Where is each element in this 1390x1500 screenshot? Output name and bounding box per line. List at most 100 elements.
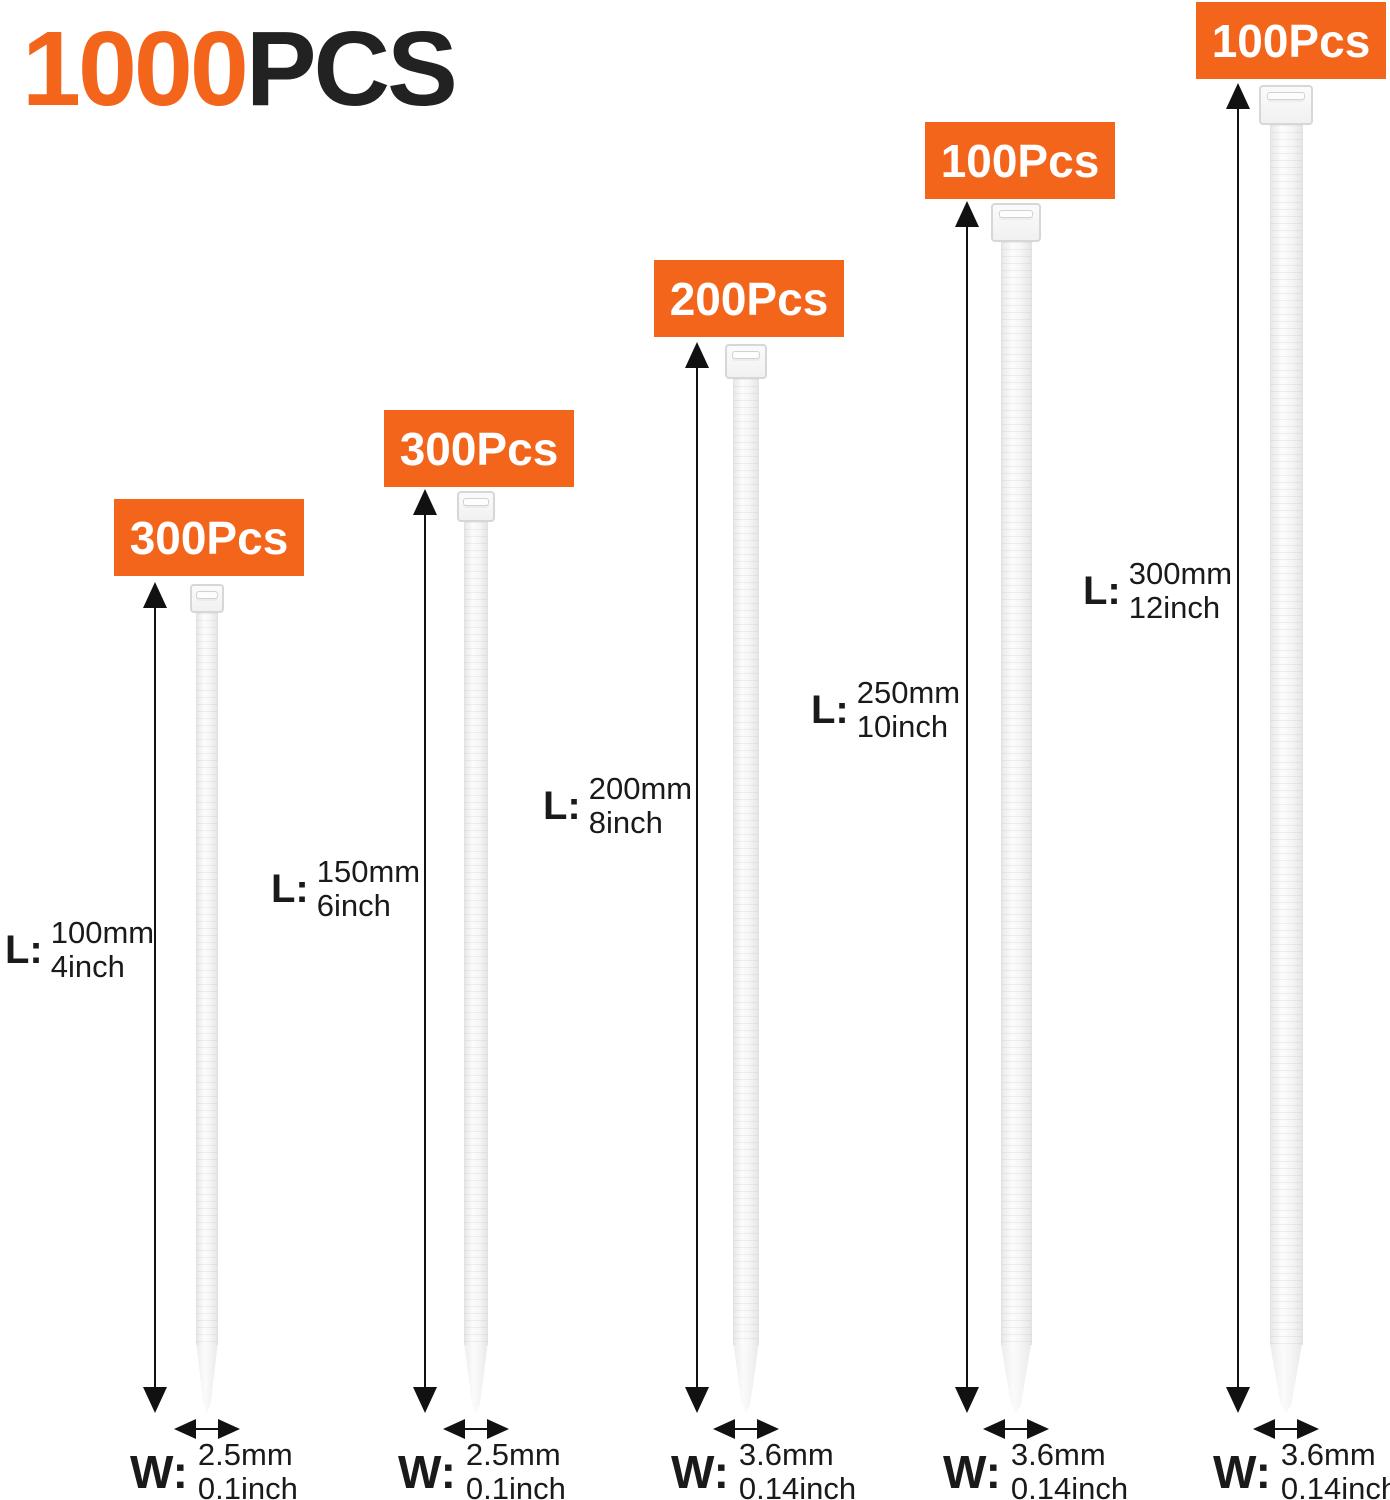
- quantity-badge: 100Pcs: [1196, 2, 1386, 79]
- arrow-up-icon: [143, 582, 167, 608]
- quantity-badge-text: 300Pcs: [129, 511, 289, 564]
- quantity-badge: 200Pcs: [654, 260, 844, 337]
- length-mm-value: 100mm: [50, 915, 155, 950]
- length-mm-value: 300mm: [1128, 556, 1233, 591]
- width-values: 2.5mm 0.1inch: [198, 1438, 298, 1500]
- length-values: 300mm 12inch: [1129, 557, 1232, 625]
- cable-tie-tip: [464, 1345, 488, 1413]
- width-values: 3.6mm 0.14inch: [739, 1438, 856, 1500]
- cable-tie-head-slot: [195, 591, 219, 599]
- width-values: 2.5mm 0.1inch: [466, 1438, 566, 1500]
- length-measure-arrow: [143, 582, 167, 1413]
- width-measure-arrow: [1253, 1419, 1319, 1439]
- width-mm-value: 3.6mm: [1010, 1437, 1106, 1472]
- title-pcs-text: PCS: [245, 10, 458, 128]
- quantity-badge: 300Pcs: [384, 410, 574, 487]
- arrow-line: [461, 1428, 491, 1430]
- length-values: 200mm 8inch: [589, 772, 692, 840]
- product-quantity-title: 1000PCS: [22, 16, 458, 122]
- width-mm-value: 3.6mm: [738, 1437, 834, 1472]
- width-prefix-label: W:: [1213, 1446, 1271, 1498]
- length-measure-arrow: [685, 342, 709, 1413]
- width-mm-value: 2.5mm: [465, 1437, 561, 1472]
- cable-tie-strap: [733, 379, 759, 1345]
- length-inch-value: 4inch: [50, 949, 125, 984]
- cable-tie-strap: [196, 613, 218, 1345]
- cable-tie-head-slot: [463, 498, 489, 506]
- cable-tie-strap: [1000, 242, 1032, 1345]
- length-mm-value: 250mm: [856, 675, 961, 710]
- cable-tie-head: [991, 203, 1041, 242]
- cable-tie-head-slot: [998, 210, 1034, 218]
- width-inch-value: 0.14inch: [1280, 1471, 1390, 1500]
- width-values: 3.6mm 0.14inch: [1281, 1438, 1390, 1500]
- length-measure-arrow: [1226, 83, 1250, 1413]
- arrow-up-icon: [955, 201, 979, 227]
- arrow-right-icon: [757, 1419, 779, 1439]
- arrow-left-icon: [1253, 1419, 1275, 1439]
- cable-tie-head-slot: [731, 351, 761, 359]
- title-quantity-number: 1000: [22, 10, 249, 128]
- width-annotation: W: 3.6mm 0.14inch: [671, 1438, 856, 1500]
- arrow-line: [1271, 1428, 1301, 1430]
- length-inch-value: 10inch: [856, 709, 949, 744]
- arrow-down-icon: [955, 1387, 979, 1413]
- arrow-left-icon: [983, 1419, 1005, 1439]
- width-measure-arrow: [174, 1419, 240, 1439]
- width-prefix-label: W:: [943, 1446, 1001, 1498]
- arrow-up-icon: [685, 342, 709, 368]
- width-inch-value: 0.14inch: [738, 1471, 857, 1500]
- cable-tie-head: [725, 344, 767, 379]
- width-annotation: W: 3.6mm 0.14inch: [1213, 1438, 1390, 1500]
- length-annotation: L: 100mm 4inch: [5, 916, 154, 984]
- cable-tie-head: [1259, 85, 1313, 125]
- cable-tie-tip: [1001, 1345, 1031, 1413]
- arrow-up-icon: [413, 489, 437, 515]
- arrow-left-icon: [174, 1419, 196, 1439]
- arrow-down-icon: [143, 1387, 167, 1413]
- width-inch-value: 0.14inch: [1010, 1471, 1129, 1500]
- width-measure-arrow: [713, 1419, 779, 1439]
- width-mm-value: 2.5mm: [197, 1437, 293, 1472]
- length-prefix-label: L:: [1083, 568, 1121, 613]
- width-prefix-label: W:: [671, 1446, 729, 1498]
- cable-tie-tip: [1270, 1345, 1302, 1413]
- length-annotation: L: 300mm 12inch: [1083, 557, 1232, 625]
- quantity-badge-text: 100Pcs: [1211, 14, 1371, 67]
- width-measure-arrow: [983, 1419, 1049, 1439]
- quantity-badge: 100Pcs: [925, 122, 1115, 199]
- length-measure-arrow: [413, 489, 437, 1413]
- cable-tie-head-slot: [1267, 92, 1305, 100]
- cable-tie-tip: [196, 1345, 218, 1413]
- quantity-badge-text: 200Pcs: [669, 272, 829, 325]
- length-mm-value: 150mm: [316, 854, 421, 889]
- arrow-right-icon: [218, 1419, 240, 1439]
- width-inch-value: 0.1inch: [465, 1471, 566, 1500]
- length-values: 250mm 10inch: [857, 676, 960, 744]
- arrow-line: [424, 511, 426, 1391]
- arrow-line: [154, 604, 156, 1391]
- width-prefix-label: W:: [398, 1446, 456, 1498]
- arrow-right-icon: [487, 1419, 509, 1439]
- width-prefix-label: W:: [130, 1446, 188, 1498]
- length-mm-value: 200mm: [588, 771, 693, 806]
- arrow-line: [192, 1428, 222, 1430]
- arrow-right-icon: [1297, 1419, 1319, 1439]
- length-inch-value: 6inch: [316, 888, 391, 923]
- arrow-right-icon: [1027, 1419, 1049, 1439]
- length-annotation: L: 200mm 8inch: [543, 772, 692, 840]
- arrow-left-icon: [443, 1419, 465, 1439]
- length-inch-value: 8inch: [588, 805, 663, 840]
- length-prefix-label: L:: [811, 687, 849, 732]
- cable-tie-tip: [733, 1345, 759, 1413]
- quantity-badge: 300Pcs: [114, 499, 304, 576]
- cable-tie-strap: [1269, 125, 1303, 1345]
- length-annotation: L: 250mm 10inch: [811, 676, 960, 744]
- width-mm-value: 3.6mm: [1280, 1437, 1376, 1472]
- width-values: 3.6mm 0.14inch: [1011, 1438, 1128, 1500]
- arrow-left-icon: [713, 1419, 735, 1439]
- arrow-line: [696, 364, 698, 1391]
- width-annotation: W: 2.5mm 0.1inch: [398, 1438, 566, 1500]
- cable-tie-strap: [464, 522, 488, 1345]
